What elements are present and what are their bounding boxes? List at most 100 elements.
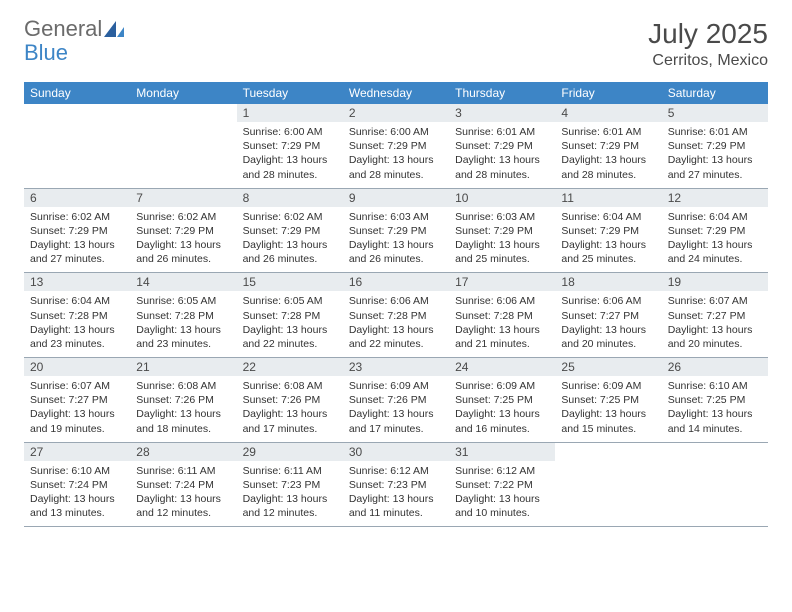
day-details: Sunrise: 6:06 AMSunset: 7:28 PMDaylight:… xyxy=(343,291,449,357)
calendar-day-cell: 8Sunrise: 6:02 AMSunset: 7:29 PMDaylight… xyxy=(237,188,343,273)
day-detail-line: Daylight: 13 hours xyxy=(349,407,443,421)
day-number: 10 xyxy=(449,189,555,207)
day-detail-line: Sunset: 7:29 PM xyxy=(136,224,230,238)
day-detail-line: and 24 minutes. xyxy=(668,252,762,266)
day-detail-line: and 26 minutes. xyxy=(243,252,337,266)
day-detail-line: and 21 minutes. xyxy=(455,337,549,351)
day-details: Sunrise: 6:09 AMSunset: 7:25 PMDaylight:… xyxy=(555,376,661,442)
day-detail-line: Sunrise: 6:01 AM xyxy=(668,125,762,139)
day-number: 24 xyxy=(449,358,555,376)
day-number: 17 xyxy=(449,273,555,291)
day-detail-line: and 28 minutes. xyxy=(561,168,655,182)
calendar-day-cell: 21Sunrise: 6:08 AMSunset: 7:26 PMDayligh… xyxy=(130,358,236,443)
day-detail-line: and 23 minutes. xyxy=(136,337,230,351)
day-detail-line: and 14 minutes. xyxy=(668,422,762,436)
day-detail-line: Sunset: 7:25 PM xyxy=(668,393,762,407)
day-details: Sunrise: 6:03 AMSunset: 7:29 PMDaylight:… xyxy=(343,207,449,273)
day-detail-line: Daylight: 13 hours xyxy=(136,323,230,337)
day-detail-line: Sunrise: 6:06 AM xyxy=(349,294,443,308)
day-detail-line: Sunset: 7:29 PM xyxy=(243,224,337,238)
day-detail-line: Daylight: 13 hours xyxy=(455,407,549,421)
logo: General Blue xyxy=(24,18,124,65)
day-detail-line: and 28 minutes. xyxy=(349,168,443,182)
day-detail-line: and 26 minutes. xyxy=(349,252,443,266)
day-number: 16 xyxy=(343,273,449,291)
day-details: Sunrise: 6:07 AMSunset: 7:27 PMDaylight:… xyxy=(24,376,130,442)
day-detail-line: Daylight: 13 hours xyxy=(561,238,655,252)
day-number: 27 xyxy=(24,443,130,461)
day-details: Sunrise: 6:10 AMSunset: 7:25 PMDaylight:… xyxy=(662,376,768,442)
day-detail-line: Sunrise: 6:04 AM xyxy=(561,210,655,224)
day-detail-line: Sunset: 7:29 PM xyxy=(455,139,549,153)
day-header-saturday: Saturday xyxy=(662,82,768,104)
day-detail-line: and 25 minutes. xyxy=(561,252,655,266)
day-number: 9 xyxy=(343,189,449,207)
day-detail-line: Sunrise: 6:05 AM xyxy=(136,294,230,308)
day-detail-line: Sunrise: 6:04 AM xyxy=(668,210,762,224)
day-details: Sunrise: 6:03 AMSunset: 7:29 PMDaylight:… xyxy=(449,207,555,273)
logo-text-part1: General xyxy=(24,16,102,41)
calendar-day-cell: 16Sunrise: 6:06 AMSunset: 7:28 PMDayligh… xyxy=(343,273,449,358)
day-header-row: Sunday Monday Tuesday Wednesday Thursday… xyxy=(24,82,768,104)
day-detail-line: Sunset: 7:26 PM xyxy=(349,393,443,407)
calendar-week-row: 20Sunrise: 6:07 AMSunset: 7:27 PMDayligh… xyxy=(24,358,768,443)
day-detail-line: Daylight: 13 hours xyxy=(561,153,655,167)
calendar-day-cell: 12Sunrise: 6:04 AMSunset: 7:29 PMDayligh… xyxy=(662,188,768,273)
day-detail-line: Daylight: 13 hours xyxy=(668,153,762,167)
day-detail-line: Sunrise: 6:02 AM xyxy=(30,210,124,224)
calendar-day-cell: 7Sunrise: 6:02 AMSunset: 7:29 PMDaylight… xyxy=(130,188,236,273)
day-detail-line: and 15 minutes. xyxy=(561,422,655,436)
day-detail-line: Sunrise: 6:09 AM xyxy=(455,379,549,393)
calendar-day-cell: 29Sunrise: 6:11 AMSunset: 7:23 PMDayligh… xyxy=(237,442,343,527)
calendar-day-cell: 24 Sunrise: 6:09 AMSunset: 7:25 PMDayligh… xyxy=(449,358,555,443)
day-number: 11 xyxy=(555,189,661,207)
calendar-day-cell: 17Sunrise: 6:06 AMSunset: 7:28 PMDayligh… xyxy=(449,273,555,358)
day-details: Sunrise: 6:01 AMSunset: 7:29 PMDaylight:… xyxy=(555,122,661,188)
calendar-day-cell: 30Sunrise: 6:12 AMSunset: 7:23 PMDayligh… xyxy=(343,442,449,527)
day-details: Sunrise: 6:12 AMSunset: 7:22 PMDaylight:… xyxy=(449,461,555,527)
calendar-week-row: 27Sunrise: 6:10 AMSunset: 7:24 PMDayligh… xyxy=(24,442,768,527)
calendar-week-row: 13Sunrise: 6:04 AMSunset: 7:28 PMDayligh… xyxy=(24,273,768,358)
calendar-day-cell: 4Sunrise: 6:01 AMSunset: 7:29 PMDaylight… xyxy=(555,104,661,188)
calendar-day-cell: 18Sunrise: 6:06 AMSunset: 7:27 PMDayligh… xyxy=(555,273,661,358)
day-detail-line: Sunset: 7:29 PM xyxy=(349,139,443,153)
day-number: 20 xyxy=(24,358,130,376)
calendar-empty-cell xyxy=(130,104,236,188)
day-detail-line: Sunset: 7:29 PM xyxy=(30,224,124,238)
day-detail-line: Sunset: 7:26 PM xyxy=(136,393,230,407)
calendar-day-cell: 23Sunrise: 6:09 AMSunset: 7:26 PMDayligh… xyxy=(343,358,449,443)
day-header-sunday: Sunday xyxy=(24,82,130,104)
day-detail-line: Daylight: 13 hours xyxy=(30,407,124,421)
day-header-friday: Friday xyxy=(555,82,661,104)
day-detail-line: Sunset: 7:27 PM xyxy=(668,309,762,323)
day-detail-line: Sunrise: 6:02 AM xyxy=(136,210,230,224)
day-detail-line: Sunset: 7:25 PM xyxy=(455,393,549,407)
calendar-day-cell: 25Sunrise: 6:09 AMSunset: 7:25 PMDayligh… xyxy=(555,358,661,443)
day-detail-line: Sunset: 7:29 PM xyxy=(668,224,762,238)
day-detail-line: Daylight: 13 hours xyxy=(349,153,443,167)
day-detail-line: Sunrise: 6:10 AM xyxy=(30,464,124,478)
day-details: Sunrise: 6:09 AMSunset: 7:26 PMDaylight:… xyxy=(343,376,449,442)
day-detail-line: and 25 minutes. xyxy=(455,252,549,266)
day-detail-line: Sunrise: 6:04 AM xyxy=(30,294,124,308)
day-detail-line: Daylight: 13 hours xyxy=(136,492,230,506)
day-detail-line: Sunset: 7:28 PM xyxy=(243,309,337,323)
day-detail-line: Sunrise: 6:06 AM xyxy=(455,294,549,308)
day-detail-line: Sunrise: 6:01 AM xyxy=(455,125,549,139)
day-detail-line: Daylight: 13 hours xyxy=(243,153,337,167)
day-detail-line: Sunset: 7:29 PM xyxy=(455,224,549,238)
day-number: 15 xyxy=(237,273,343,291)
day-header-thursday: Thursday xyxy=(449,82,555,104)
day-detail-line: and 26 minutes. xyxy=(136,252,230,266)
day-detail-line: Sunset: 7:29 PM xyxy=(349,224,443,238)
calendar-day-cell: 20Sunrise: 6:07 AMSunset: 7:27 PMDayligh… xyxy=(24,358,130,443)
day-detail-line: Daylight: 13 hours xyxy=(561,407,655,421)
day-details: Sunrise: 6:00 AMSunset: 7:29 PMDaylight:… xyxy=(237,122,343,188)
day-detail-line: Daylight: 13 hours xyxy=(455,153,549,167)
day-details: Sunrise: 6:04 AMSunset: 7:29 PMDaylight:… xyxy=(662,207,768,273)
day-detail-line: Daylight: 13 hours xyxy=(30,323,124,337)
day-details: Sunrise: 6:02 AMSunset: 7:29 PMDaylight:… xyxy=(130,207,236,273)
day-detail-line: Sunset: 7:25 PM xyxy=(561,393,655,407)
day-detail-line: Daylight: 13 hours xyxy=(243,323,337,337)
day-number: 8 xyxy=(237,189,343,207)
